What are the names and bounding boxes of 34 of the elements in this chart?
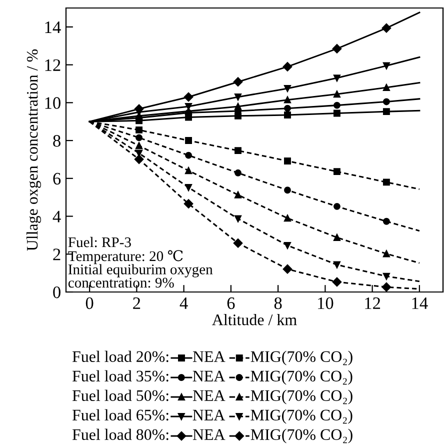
text: Fuel load 20%:	[72, 350, 168, 362]
y-tick-label: 2	[53, 248, 60, 260]
y-tick-label: 14	[45, 21, 61, 33]
legend-label: MIG(70% CO₂)	[250, 350, 352, 366]
text: Fuel load 65%:	[72, 409, 168, 421]
legend-label: MIG(70% CO₂)	[250, 409, 352, 424]
x-tick-label: 0	[86, 297, 94, 310]
y-tick-label: 10	[45, 97, 60, 109]
x-tick-label: 12	[365, 297, 380, 309]
legend-label: MIG(70% CO₂)	[250, 390, 352, 404]
x-tick-label: 6	[227, 297, 235, 310]
annotation: Fuel: RP-3 Temperature: 20 ℃ Initial equiburim oxygen concentration: 9%	[68, 236, 213, 288]
x-tick-label: 4	[180, 297, 188, 309]
legend-label: NEA	[192, 351, 226, 362]
x-tick-label: 10	[318, 297, 334, 310]
legend-label: NEA	[192, 429, 226, 440]
text: Fuel load 50%:	[72, 390, 168, 402]
x-axis-title: Altitude / km	[212, 314, 297, 326]
y-tick-label: 4	[52, 210, 61, 222]
text: Fuel load 35%:	[72, 370, 168, 382]
legend-label: NEA	[192, 410, 226, 420]
x-tick-label: 14	[412, 297, 428, 309]
y-tick-label: 8	[53, 135, 60, 147]
y-axis-title: Ullage oxgen concentration / %	[26, 49, 41, 251]
text: Fuel load 80%:	[72, 428, 168, 440]
legend-label: MIG(70% CO₂)	[250, 370, 352, 385]
x-tick-label: 2	[133, 297, 140, 309]
y-tick-label: 12	[45, 59, 60, 71]
legend-label: NEA	[192, 390, 226, 401]
x-tick-label: 8	[274, 297, 282, 310]
y-tick-label: 6	[53, 172, 61, 185]
legend-label: MIG(70% CO₂)	[250, 428, 352, 444]
legend-label: NEA	[192, 370, 226, 382]
y-tick-label: 0	[53, 286, 60, 298]
